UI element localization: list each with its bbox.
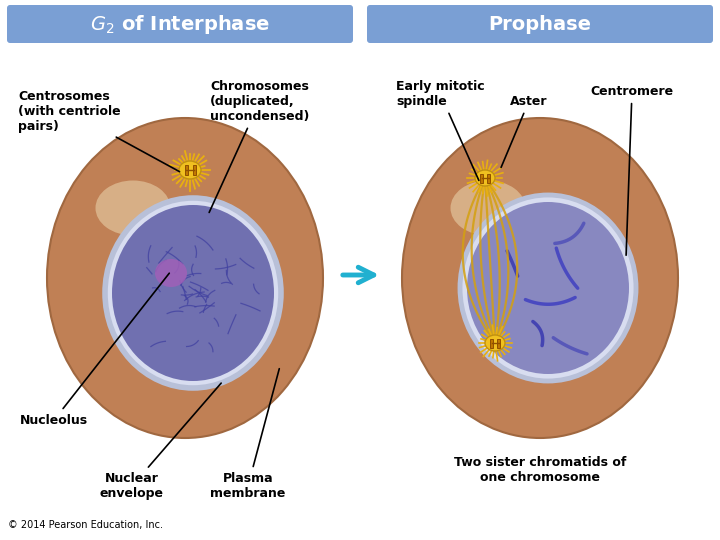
- Ellipse shape: [105, 198, 281, 388]
- Bar: [184, 165, 187, 175]
- FancyBboxPatch shape: [367, 5, 713, 43]
- Text: Nucleolus: Nucleolus: [20, 273, 169, 427]
- Ellipse shape: [460, 195, 636, 381]
- Text: Figure 9.7c: Figure 9.7c: [8, 8, 70, 18]
- Text: Two sister chromatids of
one chromosome: Two sister chromatids of one chromosome: [454, 456, 626, 484]
- Ellipse shape: [402, 118, 678, 438]
- Ellipse shape: [467, 202, 629, 374]
- Bar: [487, 173, 490, 183]
- Ellipse shape: [155, 259, 187, 287]
- Bar: [480, 173, 483, 183]
- Ellipse shape: [179, 161, 201, 179]
- Text: © 2014 Pearson Education, Inc.: © 2014 Pearson Education, Inc.: [8, 520, 163, 530]
- Text: Plasma
membrane: Plasma membrane: [210, 369, 286, 500]
- Bar: [490, 339, 493, 348]
- Text: Aster: Aster: [501, 95, 547, 167]
- Text: Centrosomes
(with centriole
pairs): Centrosomes (with centriole pairs): [18, 90, 179, 172]
- Ellipse shape: [96, 180, 171, 235]
- Text: Centromere: Centromere: [590, 85, 674, 255]
- Bar: [497, 339, 500, 348]
- Ellipse shape: [485, 335, 505, 351]
- Bar: [192, 165, 196, 175]
- Text: Early mitotic
spindle: Early mitotic spindle: [396, 80, 485, 180]
- Ellipse shape: [47, 118, 323, 438]
- Text: Prophase: Prophase: [488, 15, 592, 33]
- Text: Chromosomes
(duplicated,
uncondensed): Chromosomes (duplicated, uncondensed): [209, 80, 310, 212]
- FancyBboxPatch shape: [7, 5, 353, 43]
- Ellipse shape: [112, 205, 274, 381]
- Ellipse shape: [475, 170, 495, 186]
- Ellipse shape: [451, 180, 526, 235]
- Text: Nuclear
envelope: Nuclear envelope: [100, 383, 221, 500]
- Text: $G_2$ of Interphase: $G_2$ of Interphase: [90, 12, 270, 36]
